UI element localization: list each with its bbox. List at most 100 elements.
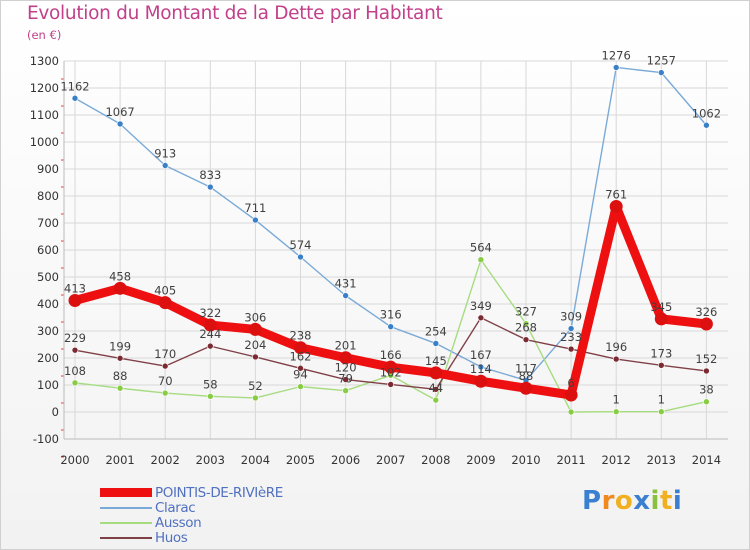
data-label: 201 — [335, 339, 357, 353]
data-label: 152 — [695, 352, 717, 366]
data-label: 167 — [470, 348, 492, 362]
data-label: 204 — [244, 338, 266, 352]
data-point-pointis-de-rivi-re — [609, 200, 623, 214]
data-point-clarac — [71, 94, 79, 102]
data-point-clarac — [612, 64, 620, 71]
legend-swatch — [100, 506, 152, 509]
data-label: 38 — [699, 383, 714, 397]
data-point-ausson — [71, 379, 79, 387]
y-tick-label: 1000 — [30, 135, 59, 149]
x-tick-label: 2007 — [376, 453, 405, 467]
data-label: 1257 — [647, 54, 676, 68]
legend: POINTIS-DE-RIVIèRE Clarac Ausson Huos — [100, 485, 283, 546]
data-point-clarac — [477, 363, 485, 371]
data-label: 238 — [290, 329, 312, 343]
x-tick-label: 2009 — [466, 453, 495, 467]
x-tick-label: 2002 — [151, 453, 180, 467]
data-point-huos — [567, 345, 575, 353]
data-point-ausson — [116, 384, 124, 392]
data-label: 170 — [154, 347, 176, 361]
data-label: 166 — [380, 348, 402, 362]
x-tick-label: 2000 — [60, 453, 89, 467]
y-tick-label: -100 — [33, 432, 59, 446]
data-label: 117 — [515, 361, 537, 375]
data-label: 349 — [470, 299, 492, 313]
y-tick-label: 0 — [52, 405, 59, 419]
data-label: 94 — [293, 368, 308, 382]
data-point-ausson — [432, 396, 440, 404]
data-label: 52 — [248, 379, 263, 393]
data-label: 316 — [380, 308, 402, 322]
data-point-pointis-de-rivi-re — [429, 366, 443, 380]
data-point-ausson — [477, 256, 485, 264]
y-tick-label: 1200 — [30, 81, 59, 95]
data-label: 6 — [567, 376, 574, 390]
series-lines — [68, 64, 713, 416]
x-tick-label: 2010 — [511, 453, 540, 467]
data-point-huos — [387, 381, 395, 388]
logo-letter: r — [601, 486, 615, 516]
data-point-pointis-de-rivi-re — [158, 296, 172, 310]
data-label: 761 — [605, 188, 627, 202]
data-label: 229 — [64, 331, 86, 345]
data-label: 114 — [470, 362, 492, 376]
data-label: 244 — [199, 327, 221, 341]
data-label: 173 — [650, 346, 672, 360]
x-tick-label: 2001 — [105, 453, 134, 467]
data-label: 1062 — [692, 106, 721, 120]
data-point-clarac — [657, 69, 665, 76]
data-point-ausson — [252, 394, 259, 402]
data-point-clarac — [342, 292, 349, 299]
data-label: 254 — [425, 324, 447, 338]
legend-item-pointis-de-rivi-re: POINTIS-DE-RIVIèRE — [100, 485, 283, 501]
data-label: 405 — [154, 284, 176, 298]
data-point-ausson — [657, 408, 665, 416]
x-tick-label: 2014 — [692, 453, 721, 467]
data-label: 413 — [64, 281, 86, 295]
legend-item-clarac: Clarac — [100, 500, 283, 516]
data-point-ausson — [342, 387, 349, 394]
data-point-pointis-de-rivi-re — [654, 312, 668, 326]
data-label: 1 — [613, 393, 620, 407]
data-label: 268 — [515, 321, 537, 335]
data-point-clarac — [387, 323, 395, 330]
data-label: 309 — [560, 310, 582, 324]
data-label: 1276 — [602, 48, 631, 62]
data-label: 458 — [109, 269, 131, 283]
data-point-huos — [116, 354, 124, 362]
chart-unit-label: (en €) — [27, 28, 62, 42]
data-point-clarac — [252, 216, 259, 224]
data-label: 345 — [650, 300, 672, 314]
data-point-huos — [297, 364, 304, 372]
data-point-huos — [612, 355, 620, 363]
data-label: 70 — [158, 374, 173, 388]
x-tick-label: 2004 — [241, 453, 270, 467]
logo-letter: i — [672, 486, 683, 516]
x-tick-label: 2005 — [286, 453, 315, 467]
proxiti-logo: Proxiti — [582, 486, 682, 516]
data-point-clarac — [297, 253, 304, 261]
data-point-huos — [522, 336, 530, 343]
y-tick-label: 700 — [37, 216, 59, 230]
data-point-clarac — [116, 120, 124, 128]
data-label: 88 — [113, 369, 128, 383]
logo-letter: t — [659, 486, 673, 516]
data-point-huos — [703, 367, 710, 375]
data-label: 431 — [335, 277, 357, 291]
data-point-clarac — [432, 340, 440, 347]
data-label: 79 — [338, 372, 353, 386]
data-point-huos — [252, 353, 259, 361]
legend-swatch — [100, 536, 152, 539]
data-label: 196 — [605, 340, 627, 354]
y-tick-label: 100 — [37, 378, 59, 392]
y-tick-label: 800 — [37, 189, 59, 203]
data-point-pointis-de-rivi-re — [68, 293, 82, 307]
y-tick-label: 900 — [37, 162, 59, 176]
data-point-ausson — [161, 389, 169, 397]
data-label: 711 — [244, 201, 266, 215]
data-label: 1 — [658, 393, 665, 407]
chart-title: Evolution du Montant de la Dette par Hab… — [27, 3, 443, 24]
data-point-pointis-de-rivi-re — [699, 317, 713, 331]
data-point-huos — [161, 362, 169, 370]
